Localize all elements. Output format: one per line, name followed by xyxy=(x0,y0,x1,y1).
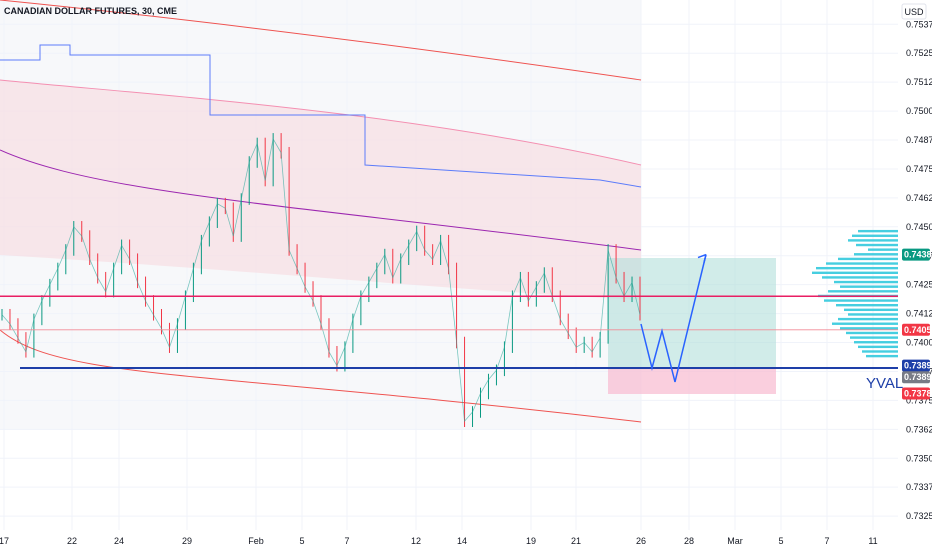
volume-profile-bar xyxy=(850,336,898,339)
volume-profile-bar xyxy=(848,313,898,316)
upper-band-inner xyxy=(0,79,642,166)
y-tick-label: 0.74875 xyxy=(906,135,932,145)
step-line xyxy=(0,44,642,188)
price-candles xyxy=(1,133,641,428)
volume-profile-bar xyxy=(854,253,898,256)
y-tick-label: 0.75375 xyxy=(906,19,932,29)
stop-zone xyxy=(608,368,776,394)
x-tick-label: 29 xyxy=(182,536,192,546)
x-tick-label: 21 xyxy=(571,536,581,546)
volume-profile-bar xyxy=(858,229,898,233)
forecast-arrowhead xyxy=(697,253,707,263)
x-tick-label: 26 xyxy=(636,536,646,546)
y-tick-label: 0.73375 xyxy=(906,482,932,492)
volume-profile-bar xyxy=(852,234,898,237)
currency-box[interactable] xyxy=(901,3,927,20)
price-tag-label: 0.73895 xyxy=(904,372,932,382)
y-tick-label: 0.73625 xyxy=(906,424,932,434)
currency-label: USD xyxy=(904,7,924,17)
x-tick-label: 5 xyxy=(778,536,783,546)
volume-profile xyxy=(812,229,898,358)
volume-profile-bar xyxy=(862,350,898,353)
upper-band-fill xyxy=(0,80,641,300)
x-tick-label: 7 xyxy=(344,536,349,546)
volume-profile-bar xyxy=(824,299,898,302)
x-tick-label: 17 xyxy=(0,536,9,546)
y-tick-label: 0.75125 xyxy=(906,77,932,87)
price-line xyxy=(1,137,641,423)
x-tick-label: 12 xyxy=(411,536,421,546)
level-lines xyxy=(0,295,898,369)
volume-profile-bar xyxy=(836,304,898,307)
x-tick-label: Feb xyxy=(248,536,264,546)
volume-profile-bar xyxy=(846,331,898,335)
price-tag-box xyxy=(902,359,930,372)
x-tick-label: 24 xyxy=(114,536,124,546)
forecast-path xyxy=(640,254,707,383)
vwap-bands xyxy=(0,0,642,423)
volume-profile-bar xyxy=(826,262,898,265)
price-tag-box xyxy=(902,323,930,336)
arrowhead-mark xyxy=(697,253,707,263)
x-tick-label: Mar xyxy=(727,536,743,546)
price-tag-label: 0.74055 xyxy=(904,325,932,335)
price-tag-box xyxy=(902,248,930,261)
lower-band-outer xyxy=(0,329,642,423)
price-tag-label: 0.73780 xyxy=(904,388,932,398)
vwap-line xyxy=(0,149,642,251)
x-tick-label: 7 xyxy=(824,536,829,546)
volume-profile-bar xyxy=(854,341,898,344)
y-tick-label: 0.74625 xyxy=(906,193,932,203)
x-tick-label: 11 xyxy=(868,536,877,546)
volume-profile-bar xyxy=(822,276,898,279)
volume-profile-bar xyxy=(840,285,898,288)
volume-profile-bar xyxy=(812,271,898,275)
volume-profile-bar xyxy=(844,308,898,312)
volume-profile-bar xyxy=(858,345,898,349)
price-tag-box xyxy=(902,371,930,384)
y-tick-label: 0.73250 xyxy=(906,511,932,521)
price-tag-box xyxy=(902,387,930,400)
volume-profile-bar xyxy=(834,280,898,284)
x-tick-label: 19 xyxy=(526,536,536,546)
x-tick-label: 22 xyxy=(67,536,77,546)
volume-profile-bar xyxy=(840,327,898,330)
y-tick-label: 0.74125 xyxy=(906,309,932,319)
price-tag-label: 0.73895 xyxy=(904,361,932,371)
volume-profile-bar xyxy=(856,243,898,247)
yval-annotation: YVAL xyxy=(866,375,903,392)
volume-profile-bar xyxy=(832,322,898,325)
chart-title: CANADIAN DOLLAR FUTURES, 30, CME xyxy=(4,6,177,16)
x-tick-label: 14 xyxy=(457,536,467,546)
volume-profile-bar xyxy=(838,317,898,321)
volume-profile-bar xyxy=(828,290,898,293)
volume-profile-bar xyxy=(866,354,898,358)
volume-profile-bar xyxy=(838,257,898,261)
upper-band-outer xyxy=(0,0,642,81)
volume-profile-bar xyxy=(816,266,898,270)
volume-profile-bar xyxy=(868,248,898,251)
x-tick-label: 28 xyxy=(684,536,694,546)
x-tick-label: 5 xyxy=(299,536,304,546)
x-axis-ticks: 17 22 24 29 Feb 5 7 12 14 19 21 26 28 Mar 5 7 11 xyxy=(0,536,878,546)
volume-profile-bar xyxy=(848,239,898,242)
